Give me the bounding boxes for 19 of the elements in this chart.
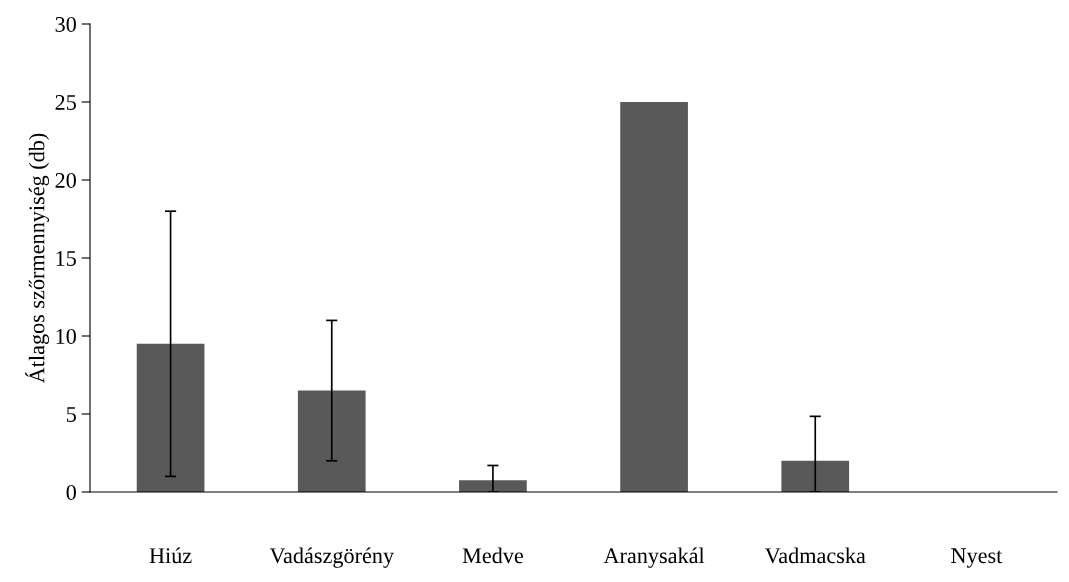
y-tick-label: 25 (55, 94, 76, 110)
y-axis-title: Átlagos szőrmennyiség (db) (25, 133, 50, 384)
y-tick-label: 10 (56, 328, 76, 344)
bar (781, 460, 850, 492)
y-tick-label: 30 (55, 16, 76, 32)
x-tick-label: Nyest (951, 548, 1003, 568)
x-tick-label: Aranysakál (603, 547, 705, 568)
x-tick-label: Vadászgörény (269, 547, 394, 568)
bar (136, 343, 205, 492)
y-tick-label: 20 (55, 172, 76, 188)
bar (620, 102, 688, 492)
bar (459, 480, 527, 492)
y-tick-label: 0 (66, 484, 76, 500)
x-tick-label: Hiúz (149, 547, 192, 564)
x-tick-label: Medve (462, 547, 523, 564)
y-tick-label: 5 (66, 407, 76, 422)
x-tick-label: Vadmacska (764, 547, 866, 564)
y-tick-label: 15 (56, 251, 76, 266)
bar (297, 390, 366, 492)
